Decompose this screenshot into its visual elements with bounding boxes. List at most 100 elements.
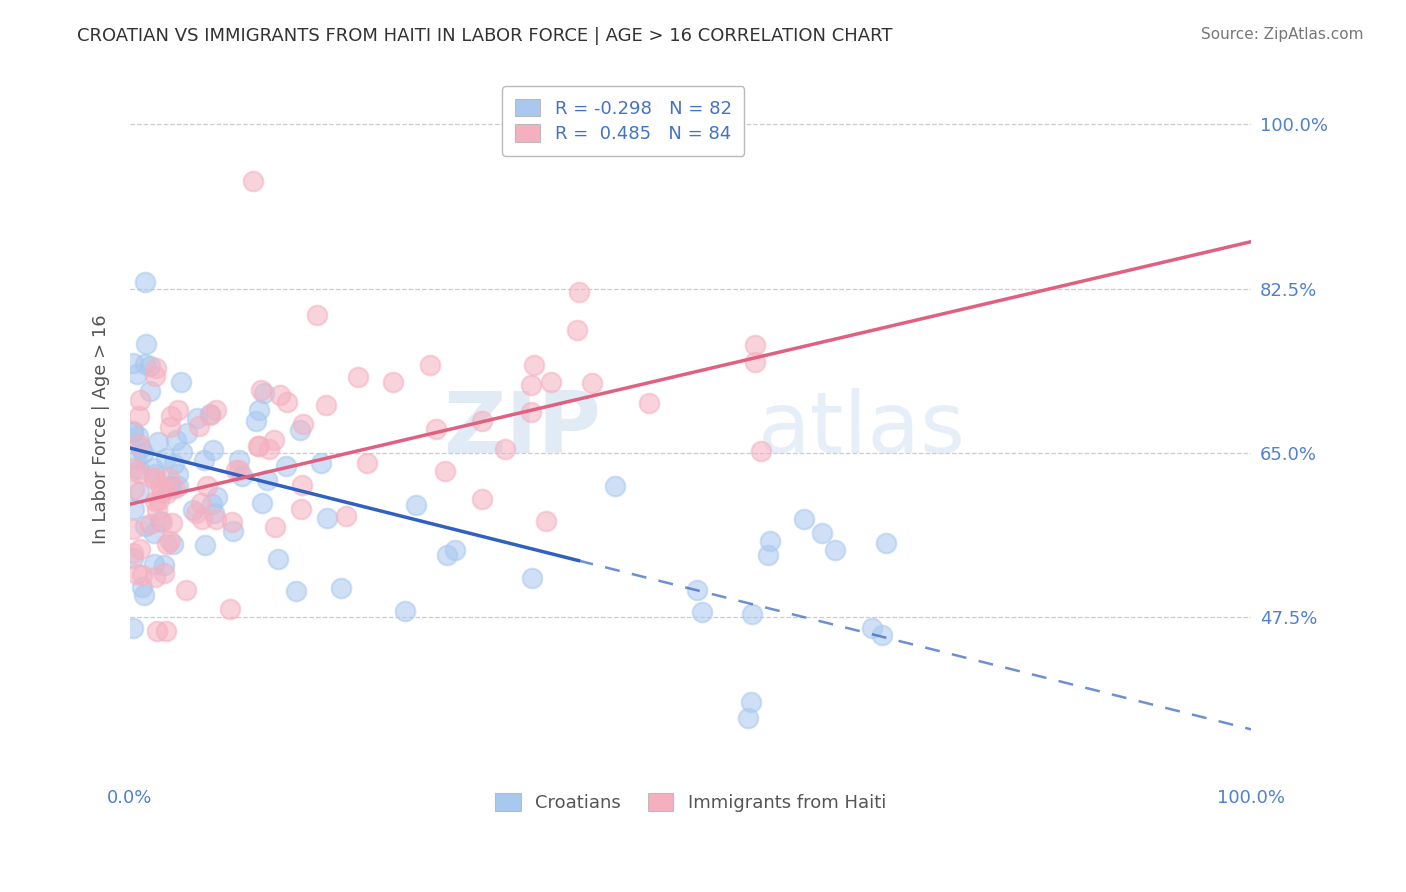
Point — [128, 484, 150, 499]
Point — [129, 541, 152, 556]
Point — [128, 462, 150, 476]
Point — [134, 589, 156, 603]
Point — [148, 434, 170, 449]
Text: ZIP: ZIP — [443, 388, 600, 471]
Point — [155, 537, 177, 551]
Point — [135, 336, 157, 351]
Point — [122, 550, 145, 565]
Point — [142, 470, 165, 484]
Point — [202, 506, 225, 520]
Point — [316, 511, 339, 525]
Point — [124, 461, 146, 475]
Point — [740, 695, 762, 709]
Point — [165, 481, 187, 495]
Point — [284, 584, 307, 599]
Point — [198, 408, 221, 422]
Point — [256, 474, 278, 488]
Text: atlas: atlas — [758, 388, 966, 471]
Point — [166, 467, 188, 481]
Point — [194, 537, 217, 551]
Point — [249, 384, 271, 398]
Point — [581, 376, 603, 390]
Point — [228, 463, 250, 477]
Point — [143, 494, 166, 508]
Point — [205, 490, 228, 504]
Point — [156, 486, 179, 500]
Point — [176, 425, 198, 440]
Point — [191, 512, 214, 526]
Point — [122, 546, 145, 560]
Point — [225, 463, 247, 477]
Point — [139, 359, 162, 373]
Point — [148, 493, 170, 508]
Point — [737, 711, 759, 725]
Point — [193, 452, 215, 467]
Point — [128, 409, 150, 423]
Point — [155, 624, 177, 638]
Point — [405, 498, 427, 512]
Point — [160, 479, 183, 493]
Point — [231, 468, 253, 483]
Point — [162, 537, 184, 551]
Point — [291, 477, 314, 491]
Point — [142, 472, 165, 486]
Y-axis label: In Labor Force | Age > 16: In Labor Force | Age > 16 — [93, 314, 110, 544]
Point — [875, 536, 897, 550]
Point — [292, 417, 315, 431]
Point — [221, 515, 243, 529]
Point — [394, 604, 416, 618]
Point — [247, 403, 270, 417]
Point — [436, 548, 458, 562]
Point — [253, 385, 276, 400]
Point — [181, 502, 204, 516]
Point — [122, 621, 145, 635]
Point — [315, 398, 337, 412]
Point — [276, 395, 298, 409]
Point — [186, 410, 208, 425]
Point — [125, 452, 148, 467]
Point — [128, 436, 150, 450]
Point — [134, 275, 156, 289]
Point — [540, 375, 562, 389]
Point — [252, 496, 274, 510]
Point — [170, 445, 193, 459]
Point — [288, 423, 311, 437]
Point — [163, 457, 186, 471]
Point — [860, 622, 883, 636]
Point — [522, 571, 544, 585]
Point — [167, 402, 190, 417]
Point — [127, 567, 149, 582]
Point — [567, 323, 589, 337]
Point — [205, 402, 228, 417]
Point — [811, 525, 834, 540]
Point — [419, 358, 441, 372]
Point — [143, 368, 166, 383]
Point — [122, 356, 145, 370]
Point — [263, 433, 285, 447]
Point — [568, 285, 591, 300]
Point — [174, 582, 197, 597]
Point — [143, 570, 166, 584]
Point — [153, 566, 176, 581]
Point — [122, 501, 145, 516]
Point — [150, 484, 173, 499]
Point — [122, 424, 145, 438]
Point — [138, 517, 160, 532]
Point — [198, 407, 221, 421]
Point — [122, 522, 145, 536]
Point — [824, 543, 846, 558]
Point — [138, 384, 160, 398]
Point — [520, 405, 543, 419]
Point — [153, 558, 176, 572]
Point — [603, 479, 626, 493]
Point — [145, 467, 167, 482]
Point — [149, 514, 172, 528]
Point — [758, 548, 780, 562]
Point — [269, 387, 291, 401]
Point — [741, 607, 763, 621]
Point — [159, 479, 181, 493]
Point — [309, 457, 332, 471]
Text: Source: ZipAtlas.com: Source: ZipAtlas.com — [1201, 27, 1364, 42]
Point — [165, 433, 187, 447]
Point — [536, 515, 558, 529]
